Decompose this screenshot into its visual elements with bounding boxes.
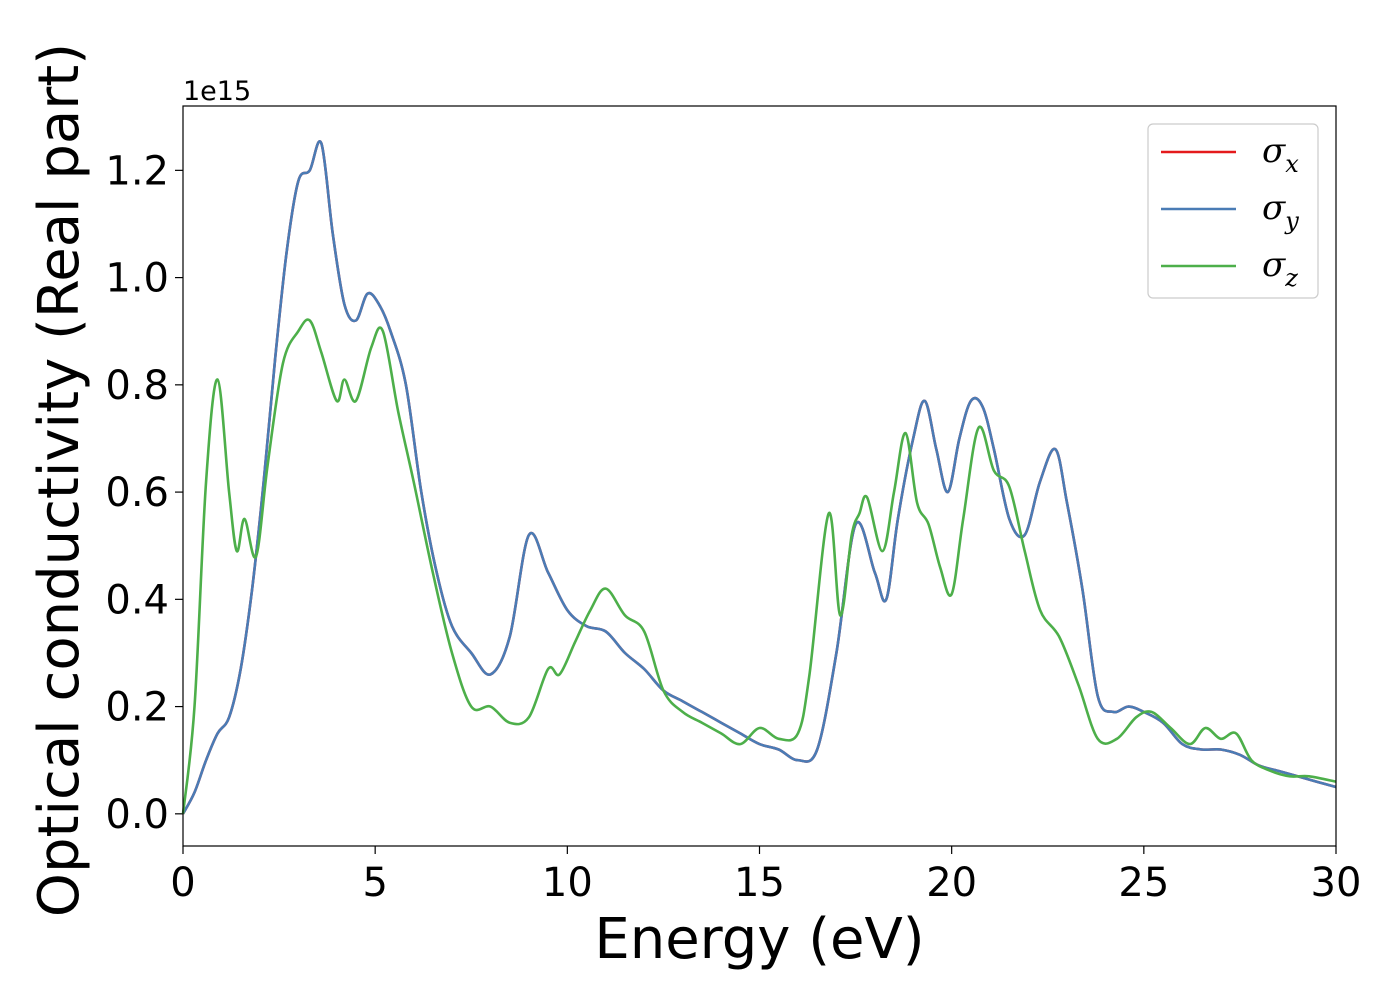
y-tick-label: 0.2	[105, 685, 169, 731]
plot-frame	[182, 105, 1337, 847]
y-tick-label: 1.0	[105, 256, 169, 302]
y-axis-ticks: 0.0 0.2 0.4 0.6 0.8 1.0 1.2	[105, 148, 183, 838]
x-tick-label: 30	[1311, 860, 1362, 906]
y-tick-label: 0.8	[105, 363, 169, 409]
series-line-sigma-z	[181, 318, 1337, 814]
x-tick-label: 20	[926, 860, 977, 906]
legend-box	[1147, 123, 1319, 299]
y-tick-label: 0.4	[105, 577, 169, 623]
y-tick-label: 0.0	[105, 792, 169, 838]
x-tick-label: 0	[170, 860, 195, 906]
legend-label-sigma-z: σz	[1262, 245, 1298, 292]
y-axis-label: Optical conductivity (Real part)	[27, 43, 92, 917]
x-axis-label: Energy (eV)	[594, 907, 924, 972]
series-line-sigma-y	[181, 140, 1337, 815]
series-lines	[181, 140, 1337, 815]
legend-label-sigma-y: σy	[1262, 188, 1299, 235]
x-tick-label: 5	[362, 860, 387, 906]
legend: σx σy σz	[1147, 123, 1319, 299]
x-axis-ticks: 0 5 10 15 20 25 30	[170, 846, 1361, 906]
x-tick-label: 25	[1118, 860, 1169, 906]
legend-label-sigma-x: σx	[1262, 131, 1299, 178]
y-offset-label: 1e15	[183, 76, 251, 107]
x-tick-label: 10	[542, 860, 593, 906]
y-tick-label: 0.6	[105, 470, 169, 516]
y-tick-label: 1.2	[105, 148, 169, 194]
x-tick-label: 15	[734, 860, 785, 906]
